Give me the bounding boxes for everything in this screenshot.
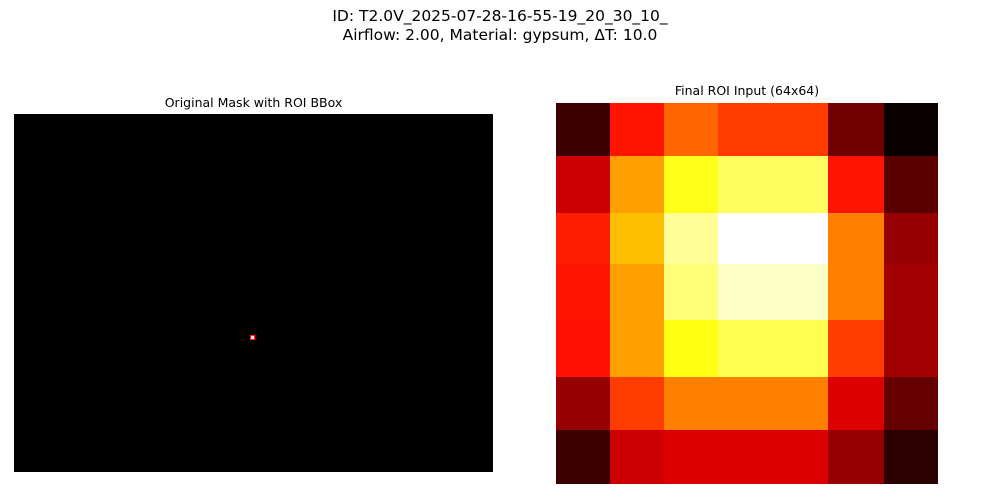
heatmap-cell-r6-c2: [664, 430, 718, 484]
heatmap-cell-r1-c1: [610, 156, 664, 213]
heatmap-cell-r6-c4: [828, 430, 884, 484]
heatmap-cell-r3-c5: [884, 264, 938, 320]
mask-image: [14, 114, 493, 472]
roi-panel-title: Final ROI Input (64x64): [674, 83, 820, 98]
heatmap-cell-r0-c2: [664, 103, 718, 156]
heatmap-cell-r3-c1: [610, 264, 664, 320]
heatmap-cell-r4-c3: [718, 320, 828, 377]
heatmap-cell-r2-c1: [610, 213, 664, 264]
heatmap-cell-r4-c2: [664, 320, 718, 377]
heatmap-cell-r1-c0: [556, 156, 610, 213]
heatmap-cell-r2-c5: [884, 213, 938, 264]
heatmap-cell-r0-c1: [610, 103, 664, 156]
heatmap-cell-r4-c0: [556, 320, 610, 377]
suptitle-line-1: ID: T2.0V_2025-07-28-16-55-19_20_30_10_: [332, 7, 668, 25]
heatmap-cell-r2-c0: [556, 213, 610, 264]
heatmap-cell-r2-c4: [828, 213, 884, 264]
heatmap-cell-r3-c3: [718, 264, 828, 320]
heatmap-cell-r6-c1: [610, 430, 664, 484]
mask-panel-title: Original Mask with ROI BBox: [164, 95, 343, 110]
heatmap-cell-r3-c0: [556, 264, 610, 320]
heatmap-cell-r0-c5: [884, 103, 938, 156]
heatmap-cell-r5-c1: [610, 377, 664, 430]
suptitle-line-2: Airflow: 2.00, Material: gypsum, ΔT: 10.…: [342, 26, 658, 44]
heatmap-cell-r5-c5: [884, 377, 938, 430]
roi-bbox: [250, 335, 255, 340]
heatmap-cell-r5-c2: [664, 377, 718, 430]
heatmap-cell-r4-c4: [828, 320, 884, 377]
heatmap-cell-r0-c0: [556, 103, 610, 156]
heatmap-cell-r3-c4: [828, 264, 884, 320]
heatmap-cell-r1-c3: [718, 156, 828, 213]
figure-suptitle: ID: T2.0V_2025-07-28-16-55-19_20_30_10_ …: [0, 7, 1000, 45]
heatmap-cell-r3-c2: [664, 264, 718, 320]
heatmap-cell-r1-c2: [664, 156, 718, 213]
roi-heatmap: [556, 103, 938, 484]
heatmap-cell-r1-c4: [828, 156, 884, 213]
heatmap-cell-r1-c5: [884, 156, 938, 213]
heatmap-cell-r2-c2: [664, 213, 718, 264]
heatmap-cell-r6-c0: [556, 430, 610, 484]
heatmap-cell-r0-c3: [718, 103, 828, 156]
heatmap-cell-r2-c3: [718, 213, 828, 264]
heatmap-cell-r5-c3: [718, 377, 828, 430]
heatmap-cell-r4-c5: [884, 320, 938, 377]
heatmap-cell-r0-c4: [828, 103, 884, 156]
heatmap-cell-r5-c4: [828, 377, 884, 430]
heatmap-cell-r4-c1: [610, 320, 664, 377]
heatmap-cell-r6-c3: [718, 430, 828, 484]
heatmap-cell-r6-c5: [884, 430, 938, 484]
heatmap-cell-r5-c0: [556, 377, 610, 430]
